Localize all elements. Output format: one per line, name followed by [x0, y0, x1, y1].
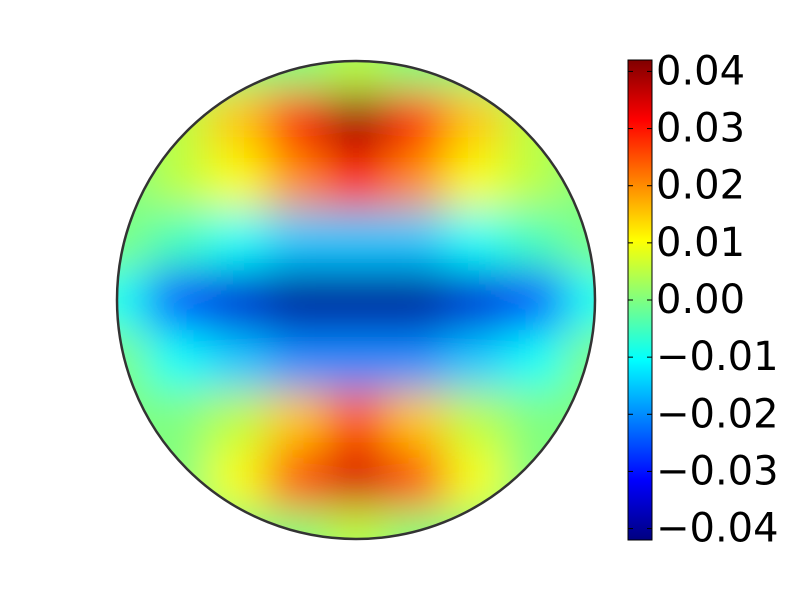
heat-cell — [565, 329, 595, 391]
heat-cell — [565, 210, 595, 271]
heat-cell — [326, 150, 387, 211]
heat-cell — [117, 329, 148, 391]
heat-cell — [505, 150, 566, 211]
heat-cell — [206, 210, 267, 271]
heat-cell — [445, 210, 506, 271]
heat-cell — [206, 389, 267, 450]
heat-cell — [326, 210, 387, 271]
heat-cell — [266, 210, 327, 271]
heatmap — [117, 61, 595, 539]
heat-cell — [146, 509, 208, 539]
heat-cell — [385, 90, 447, 152]
disk-border — [115, 59, 597, 541]
heat-cell — [505, 509, 566, 539]
colorbar-tick-label: −0.04 — [656, 506, 779, 552]
heat-cell — [326, 509, 387, 539]
heat-cell — [565, 449, 595, 510]
colorbar: 0.04 0.03 0.02 0.01 0.00 −0.01 −0.02 −0.03 −0.04 — [627, 48, 779, 552]
heat-cell — [326, 449, 387, 510]
heat-cell — [206, 449, 267, 510]
colorbar-tick-label: 0.03 — [656, 106, 745, 152]
heat-cell — [385, 210, 447, 271]
heat-cell — [385, 270, 447, 331]
heat-cell — [146, 389, 208, 450]
heat-cell — [146, 210, 208, 271]
heat-cell — [445, 449, 506, 510]
heat-cell — [445, 90, 506, 152]
heat-cell — [385, 509, 447, 539]
heat-cell — [326, 270, 387, 331]
heat-cell — [326, 90, 387, 152]
colorbar-tick-label: 0.02 — [656, 163, 745, 209]
heat-cell — [326, 329, 387, 391]
heat-cell — [266, 509, 327, 539]
heat-cell — [117, 509, 148, 539]
colorbar-tick-label: −0.02 — [656, 391, 779, 437]
heat-cell — [206, 329, 267, 391]
heat-cell — [326, 61, 387, 92]
heat-cell — [117, 270, 148, 331]
colorbar-tick-label: 0.01 — [656, 220, 745, 266]
heat-cell — [266, 270, 327, 331]
heat-cell — [385, 329, 447, 391]
disk-area — [117, 61, 595, 539]
colorbar-tick-label: −0.03 — [656, 448, 779, 494]
heat-cell — [206, 150, 267, 211]
heat-cell — [565, 90, 595, 152]
heat-cell — [206, 270, 267, 331]
heat-cell — [146, 150, 208, 211]
heat-cell — [385, 449, 447, 510]
heat-cell — [385, 150, 447, 211]
heat-cell — [445, 150, 506, 211]
heat-cell — [385, 61, 447, 92]
heat-cell — [117, 449, 148, 510]
heat-cell — [445, 329, 506, 391]
heat-cell — [565, 61, 595, 92]
heat-cell — [117, 210, 148, 271]
heat-cell — [505, 210, 566, 271]
heat-cell — [445, 270, 506, 331]
heat-cell — [266, 329, 327, 391]
heat-cell — [266, 449, 327, 510]
colorbar-tick-label: −0.01 — [656, 334, 779, 380]
heat-cell — [117, 90, 148, 152]
heat-cell — [385, 389, 447, 450]
colorbar-tick-label: 0.04 — [656, 48, 745, 94]
heat-cell — [206, 90, 267, 152]
heat-cell — [565, 270, 595, 331]
heat-cell — [266, 150, 327, 211]
heat-cell — [117, 61, 148, 92]
heat-cell — [505, 329, 566, 391]
heat-cell — [505, 61, 566, 92]
heat-cell — [326, 389, 387, 450]
heat-cell — [266, 90, 327, 152]
heat-cell — [445, 389, 506, 450]
heat-cell — [565, 509, 595, 539]
heat-cell — [146, 61, 208, 92]
heat-cell — [505, 389, 566, 450]
heat-cell — [266, 389, 327, 450]
heat-cell — [146, 329, 208, 391]
heat-cell — [505, 270, 566, 331]
heat-cell — [266, 61, 327, 92]
colorbar-tick-label: 0.00 — [656, 277, 745, 323]
heat-cell — [146, 270, 208, 331]
